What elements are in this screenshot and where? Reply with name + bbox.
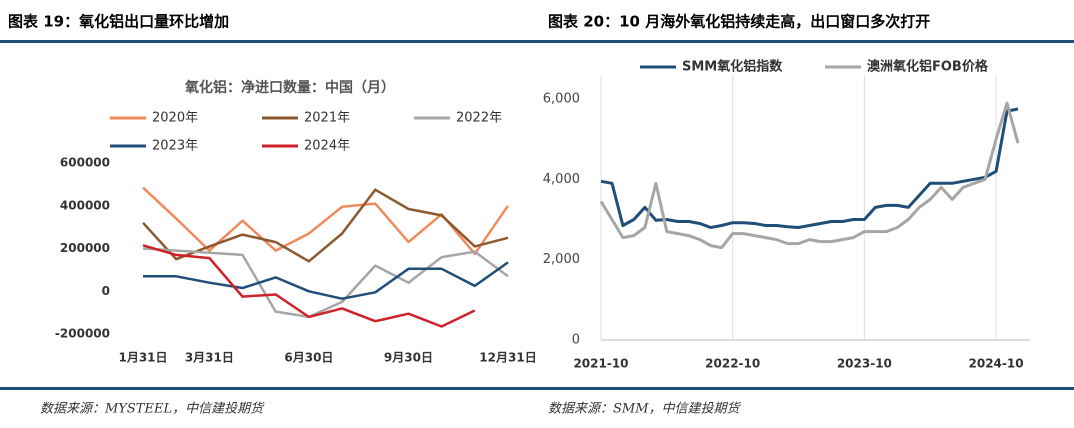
x-tick-label: 1月31日 (118, 351, 167, 365)
source: 数据来源：SMM，中信建投期货 (548, 402, 742, 417)
legend-label: 2022年 (456, 111, 502, 126)
legend-label: SMM氧化铝指数 (682, 59, 783, 75)
y-tick-label: 4,000 (543, 172, 580, 187)
y-tick-label: 400000 (60, 198, 110, 212)
legend-label: 2021年 (304, 111, 350, 126)
y-tick-label: 600000 (60, 156, 110, 170)
series-line (599, 101, 1020, 250)
x-tick-label: 9月30日 (384, 351, 433, 365)
y-tick-label: 0 (102, 284, 110, 298)
chart-title: 氧化铝：净进口数量：中国（月） (184, 79, 395, 96)
y-tick-label: 2,000 (543, 252, 580, 267)
caption: 图表 19：氧化铝出口量环比增加 (8, 13, 229, 31)
legend-label: 2020年 (152, 111, 198, 126)
legend-label: 澳洲氧化铝FOB价格 (867, 59, 989, 75)
y-tick-label: -200000 (55, 327, 110, 341)
y-tick-label: 6,000 (543, 92, 580, 107)
x-tick-label: 12月31日 (479, 351, 536, 365)
x-tick-label: 6月30日 (284, 351, 333, 365)
source: 数据来源：MYSTEEL，中信建投期货 (40, 402, 265, 417)
series-line (143, 261, 509, 300)
x-tick-label: 2024-10 (969, 357, 1024, 371)
series-line (142, 188, 509, 263)
y-tick-label: 200000 (60, 241, 110, 255)
series-line (142, 244, 476, 328)
x-tick-label: 2021-10 (573, 357, 628, 371)
legend-label: 2023年 (152, 139, 198, 154)
x-tick-label: 3月31日 (185, 351, 234, 365)
legend-label: 2024年 (304, 139, 350, 154)
series-line (142, 186, 510, 256)
footer-rule (0, 387, 1074, 390)
header-rule (0, 40, 1074, 43)
caption: 图表 20：10 月海外氧化铝持续走高，出口窗口多次打开 (548, 13, 930, 31)
y-tick-label: 0 (572, 333, 580, 348)
series-line (600, 107, 1019, 229)
x-tick-label: 2022-10 (705, 357, 760, 371)
x-tick-label: 2023-10 (837, 357, 892, 371)
series-line (142, 247, 509, 319)
